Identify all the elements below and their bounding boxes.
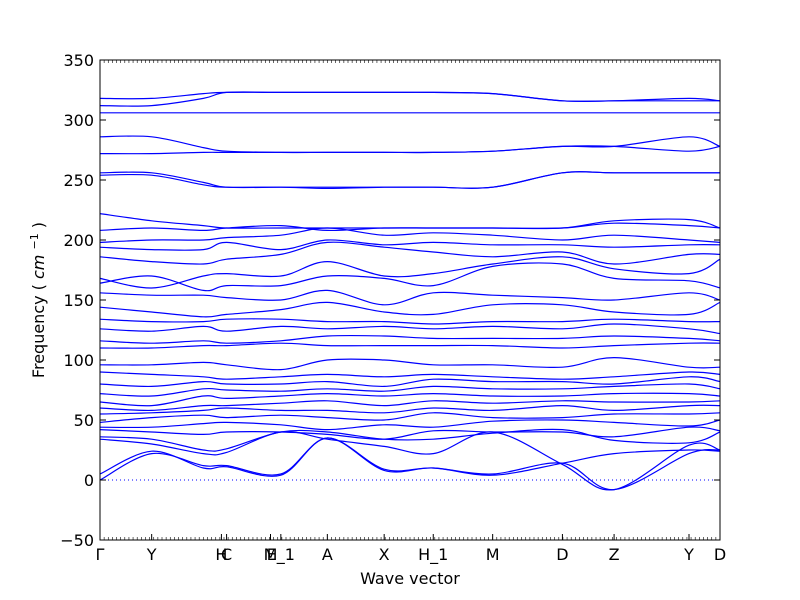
band-branch-25 xyxy=(100,227,720,243)
band-branch-18 xyxy=(100,318,720,325)
x-tick-label: H xyxy=(215,545,227,564)
band-branch-34 xyxy=(100,91,720,103)
band-branch-14 xyxy=(100,356,720,371)
y-tick-label: 0 xyxy=(84,471,94,490)
y-axis-label-unit-exponent: −1 xyxy=(28,233,41,249)
y-axis-label-close-paren: ) xyxy=(29,222,48,228)
band-branch-6 xyxy=(100,419,720,431)
band-branch-3 xyxy=(100,430,720,491)
x-tick-label: C xyxy=(221,545,232,564)
band-branch-10 xyxy=(100,392,720,407)
band-branch-8 xyxy=(100,404,720,415)
band-branch-16 xyxy=(100,334,720,344)
x-tick-label: Z xyxy=(609,545,620,564)
x-tick-label: D xyxy=(556,545,568,564)
band-branch-27 xyxy=(100,213,720,230)
y-tick-label: 100 xyxy=(63,351,94,370)
y-tick-label: −50 xyxy=(60,531,94,550)
band-branch-2 xyxy=(100,437,720,477)
x-tick-label: A xyxy=(322,545,333,564)
band-branch-22 xyxy=(100,256,720,289)
y-tick-label: 150 xyxy=(63,291,94,310)
x-tick-label: Γ xyxy=(96,545,105,564)
band-branch-7 xyxy=(100,412,720,423)
band-branch-23 xyxy=(100,241,720,265)
x-tick-label: M xyxy=(264,545,278,564)
band-branch-20 xyxy=(100,289,720,306)
band-lines xyxy=(100,91,720,491)
axes-frame xyxy=(99,59,721,541)
y-axis-ticks: −50 0 50 100 150 200 250 300 350 xyxy=(60,51,720,550)
x-axis-label: Wave vector xyxy=(360,569,460,588)
band-branch-24 xyxy=(100,239,720,251)
y-tick-label: 200 xyxy=(63,231,94,250)
band-branch-15 xyxy=(100,342,720,349)
y-axis-label-open-paren: ( xyxy=(29,284,48,290)
x-tick-label: Y xyxy=(146,545,157,564)
y-tick-label: 250 xyxy=(63,171,94,190)
band-branch-5 xyxy=(100,426,720,440)
band-branch-31 xyxy=(100,135,720,154)
band-branch-29 xyxy=(100,171,720,189)
y-tick-label: 350 xyxy=(63,51,94,70)
band-branch-19 xyxy=(100,301,720,318)
y-axis-label-text: Frequency xyxy=(29,295,48,378)
band-branch-11 xyxy=(100,383,720,397)
band-branch-12 xyxy=(100,376,720,388)
plot-area xyxy=(100,91,720,491)
band-branch-21 xyxy=(100,262,720,292)
y-axis-label: Frequency ( cm −1 ) xyxy=(28,222,49,378)
x-tick-label: E_1 xyxy=(267,545,295,565)
y-tick-label: 300 xyxy=(63,111,94,130)
x-tick-label: X xyxy=(379,545,390,564)
band-branch-17 xyxy=(100,323,720,335)
x-tick-label: M xyxy=(486,545,500,564)
x-tick-label: D xyxy=(714,545,726,564)
x-tick-label: Y xyxy=(683,545,694,564)
x-tick-label: H_1 xyxy=(418,545,448,565)
band-branch-9 xyxy=(100,400,720,412)
y-axis-label-unit: cm xyxy=(29,255,48,279)
band-branch-13 xyxy=(100,371,720,380)
y-tick-label: 50 xyxy=(74,411,94,430)
